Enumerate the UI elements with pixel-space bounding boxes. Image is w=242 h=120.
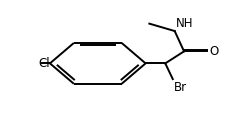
Text: O: O — [209, 45, 218, 58]
Text: Cl: Cl — [39, 57, 50, 70]
Text: NH: NH — [176, 17, 193, 30]
Text: Br: Br — [174, 81, 187, 94]
